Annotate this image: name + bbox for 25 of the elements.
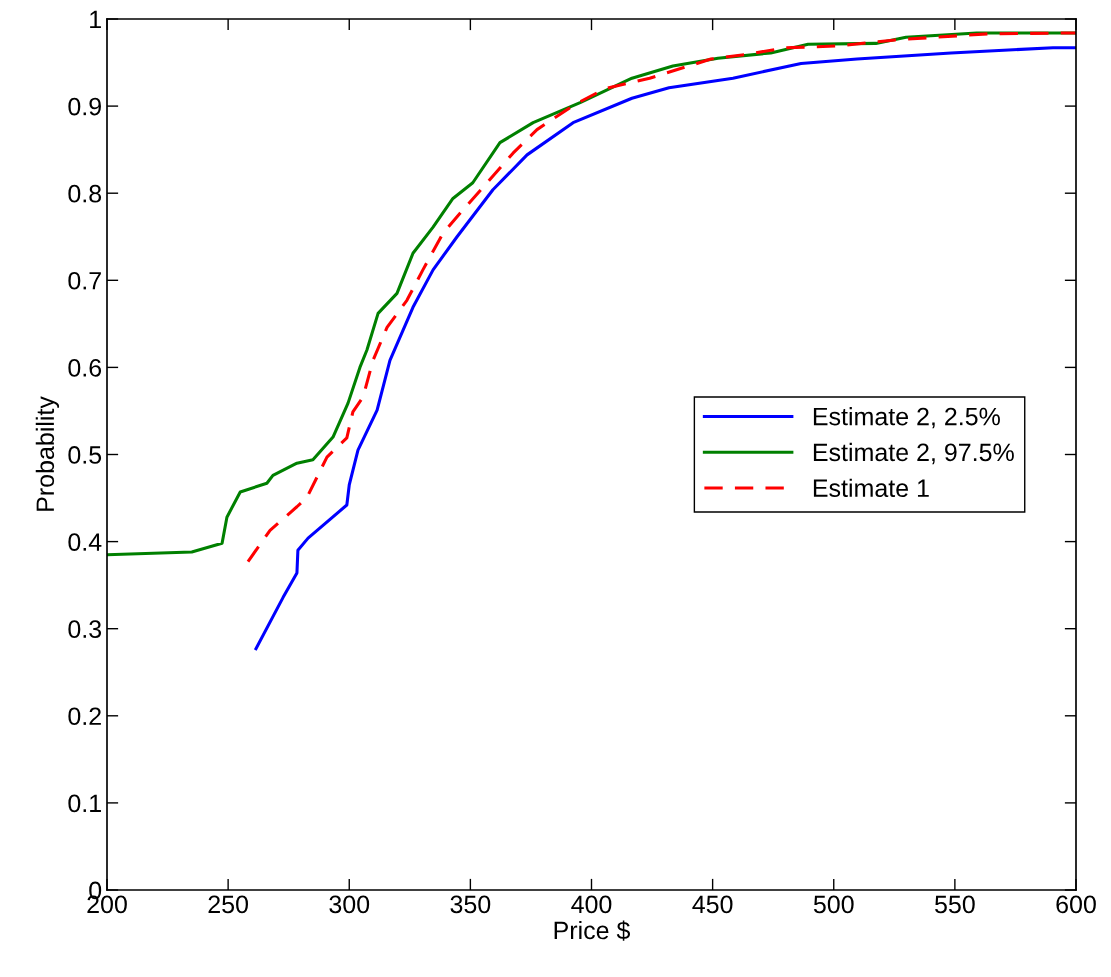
y-axis-title: Probability bbox=[35, 396, 60, 511]
x-tick-label: 450 bbox=[692, 895, 733, 914]
legend-label: Estimate 1 bbox=[813, 478, 929, 498]
y-tick-label: 0.5 bbox=[68, 446, 102, 464]
y-tick-label: 0.9 bbox=[68, 97, 101, 116]
x-tick-label: 550 bbox=[935, 895, 975, 914]
x-tick-label: 500 bbox=[813, 895, 854, 914]
y-tick-label: 0.3 bbox=[68, 620, 102, 638]
y-tick-label: 0.2 bbox=[68, 707, 101, 726]
x-tick-label: 600 bbox=[1056, 895, 1096, 914]
line-series bbox=[254, 46, 1076, 651]
x-tick-label: 250 bbox=[208, 895, 248, 914]
y-tick-label: 0.8 bbox=[68, 184, 102, 203]
line-series bbox=[246, 31, 1076, 564]
y-tick-label: 0.6 bbox=[68, 359, 102, 377]
y-tick-label: 0.7 bbox=[68, 271, 101, 290]
x-tick-label: 300 bbox=[329, 895, 370, 914]
y-tick-label: 0.1 bbox=[68, 794, 101, 813]
legend-label: Estimate 2, 2.5% bbox=[813, 407, 1000, 429]
legend-label: Estimate 2, 97.5% bbox=[813, 442, 1014, 465]
x-axis-title: Price $ bbox=[554, 920, 630, 941]
x-tick-label: 400 bbox=[571, 895, 612, 914]
y-tick-label: 1 bbox=[90, 10, 101, 29]
y-tick-label: 0.4 bbox=[68, 533, 102, 551]
x-tick-label: 350 bbox=[450, 895, 491, 914]
